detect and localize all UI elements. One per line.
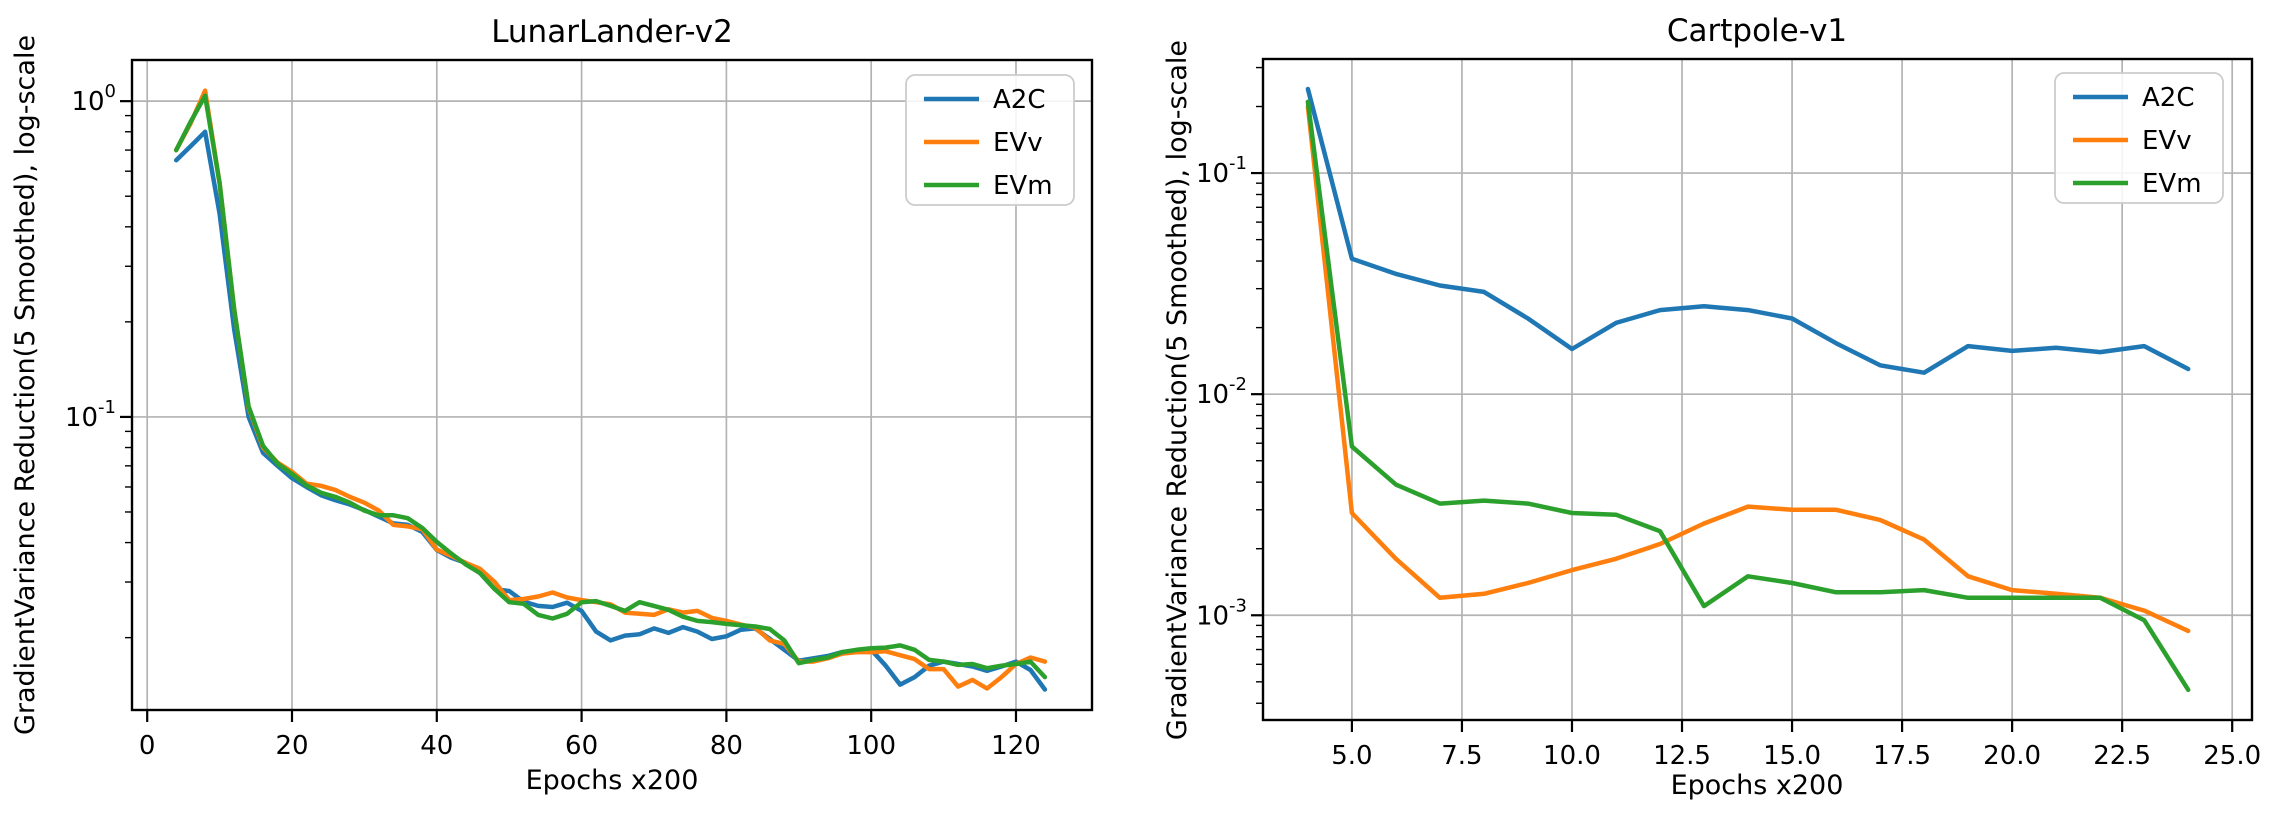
legend-label-EVv: EVv xyxy=(2142,126,2192,156)
x-tick-label: 20.0 xyxy=(1983,741,2041,771)
lunarlander-axes: 0 20 40 60 80 100 120 100 10-1 A2C EVv EVm xyxy=(65,58,1094,761)
axes-spines xyxy=(130,58,1094,712)
legend-label-A2C: A2C xyxy=(993,85,1045,115)
x-tick-label: 15.0 xyxy=(1763,741,1821,771)
x-tick-label: 17.5 xyxy=(1873,741,1931,771)
x-tick-label: 5.0 xyxy=(1331,741,1372,771)
legend-label-A2C: A2C xyxy=(2142,83,2194,113)
legend-box xyxy=(905,74,1075,206)
left-chart-title: LunarLander-v2 xyxy=(491,14,733,50)
x-tick-label: 20 xyxy=(275,731,308,761)
left-xaxis-label: Epochs x200 xyxy=(526,765,699,796)
x-tick-label: 0 xyxy=(139,731,156,761)
left-yaxis-label: GradientVariance Reduction(5 Smoothed), … xyxy=(10,35,41,735)
x-tick-label: 22.5 xyxy=(2093,741,2151,771)
x-tick-label: 12.5 xyxy=(1653,741,1711,771)
axes-spines xyxy=(1261,57,2254,722)
right-xaxis-label: Epochs x200 xyxy=(1671,770,1844,801)
cartpole-axes: 5.0 7.5 10.0 12.5 15.0 17.5 20.0 22.5 25.0 10-1 10… xyxy=(1196,57,2261,771)
y-tick-label: 10-2 xyxy=(1196,374,1247,410)
legend-box xyxy=(2054,72,2224,204)
x-tick-label: 7.5 xyxy=(1441,741,1482,771)
legend-label-EVv: EVv xyxy=(993,128,1043,158)
legend-label-EVm: EVm xyxy=(2142,169,2202,199)
y-tick-label: 10-1 xyxy=(1196,153,1247,189)
series-line-EVm xyxy=(1305,99,2191,693)
series-line-A2C xyxy=(173,129,1048,692)
right-yaxis-label: GradientVariance Reduction(5 Smoothed), … xyxy=(1162,40,1193,740)
y-tick-label: 10-1 xyxy=(65,397,116,433)
x-tick-label: 40 xyxy=(420,731,453,761)
x-tick-label: 120 xyxy=(991,731,1041,761)
series-line-EVv xyxy=(1305,104,2191,634)
series-line-A2C xyxy=(1305,86,2191,375)
x-tick-label: 10.0 xyxy=(1543,741,1601,771)
y-tick-label: 100 xyxy=(71,81,116,117)
x-tick-label: 80 xyxy=(710,731,743,761)
series-line-EVm xyxy=(173,93,1048,680)
legend-label-EVm: EVm xyxy=(993,171,1053,201)
right-chart-title: Cartpole-v1 xyxy=(1667,13,1847,49)
x-tick-label: 60 xyxy=(565,731,598,761)
y-tick-label: 10-3 xyxy=(1196,595,1247,631)
x-tick-label: 25.0 xyxy=(2203,741,2261,771)
x-tick-label: 100 xyxy=(846,731,896,761)
